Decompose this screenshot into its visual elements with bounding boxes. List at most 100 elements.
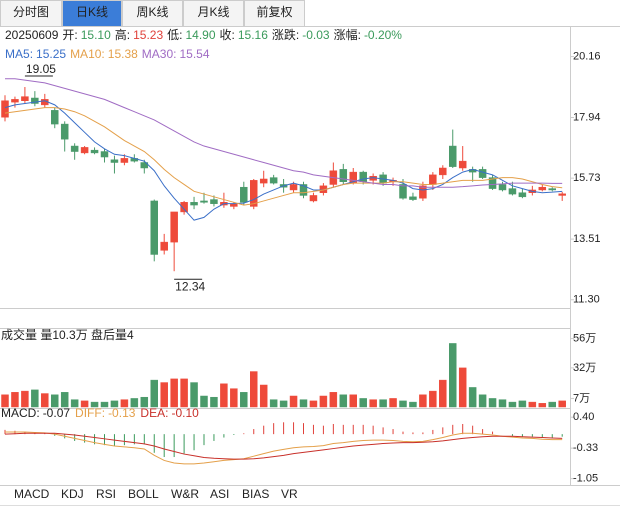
volume-bar [31, 389, 39, 408]
volume-bar [468, 387, 477, 408]
volume-title: 成交量 量10.3万 盘后量4 [1, 327, 134, 342]
volume-bar [51, 394, 59, 408]
legend-sep: : [102, 406, 105, 420]
volume-bar [120, 399, 129, 408]
candle-body [269, 177, 278, 184]
volume-bar [70, 399, 79, 408]
legend-name: MA30 [142, 47, 174, 61]
indicator-tab[interactable]: W&R [171, 487, 199, 501]
volume-bar [41, 393, 49, 408]
indicator-tab[interactable]: KDJ [61, 487, 84, 501]
info-label: 低: [167, 28, 182, 42]
high-annotation: 19.05 [26, 62, 56, 76]
ma-line [4, 107, 563, 206]
tab[interactable] [62, 0, 122, 27]
indicator-tab[interactable]: BOLL [128, 487, 159, 501]
volume-bar [100, 401, 109, 408]
candle-body [558, 193, 566, 196]
volume-bar [250, 371, 258, 408]
volume-bar [548, 401, 556, 408]
macd-legend: MACD: -0.07 DIFF: -0.13 DEA: -0.10 [1, 406, 199, 420]
info-label: 涨幅: [334, 27, 361, 42]
candle-body [150, 200, 158, 255]
volume-bar [349, 394, 357, 408]
info-value: 15.16 [238, 28, 268, 42]
candle-body [110, 159, 119, 163]
volume-bar [140, 396, 149, 408]
candle-body [399, 184, 407, 199]
volume-bar [528, 401, 537, 408]
legend-value: 15.25 [36, 47, 66, 61]
volume-bar [359, 398, 367, 408]
ma-line [5, 78, 563, 188]
volume-bar [309, 400, 318, 408]
indicator-tab[interactable]: ASI [210, 487, 229, 501]
ma-legend: MA5: 15.25 MA10: 15.38 MA30: 15.54 [5, 47, 210, 61]
volume-bar [289, 395, 298, 408]
volume-bar [259, 384, 268, 408]
volume-bar [409, 401, 417, 408]
indicator-tab[interactable]: VR [281, 487, 298, 501]
tab-label[interactable]: 月K线 [197, 5, 229, 19]
legend-name: DIFF [75, 406, 102, 420]
tab[interactable] [0, 0, 62, 27]
volume-bar [170, 378, 178, 408]
tab[interactable] [244, 0, 305, 27]
candle-body [190, 202, 198, 206]
volume-bar [558, 400, 566, 408]
legend-name: MA10 [70, 47, 102, 61]
indicator-tab[interactable]: BIAS [242, 487, 269, 501]
y-tick-label: 13.51 [573, 233, 601, 245]
tab-label[interactable]: 周K线 [136, 5, 168, 19]
tab[interactable] [183, 0, 244, 27]
volume-bar [339, 394, 348, 408]
candle-body [250, 180, 258, 207]
y-tick-label: 7万 [573, 392, 590, 404]
macd-line [4, 432, 563, 460]
candle-body [419, 185, 427, 199]
candle-body [498, 184, 507, 191]
volume-bar [90, 401, 99, 408]
tab[interactable] [122, 0, 183, 27]
y-tick-label: 0.40 [573, 411, 594, 423]
indicator-tab[interactable]: RSI [96, 487, 116, 501]
volume-bar [429, 390, 437, 408]
volume-bar [210, 396, 218, 408]
volume-bar [369, 399, 377, 408]
candle-body [210, 199, 218, 204]
candle-body [51, 110, 59, 125]
volume-bar [419, 394, 427, 408]
candle-body [409, 196, 417, 200]
volume-bar [389, 398, 397, 408]
tab-label[interactable]: 日K线 [76, 5, 108, 19]
volume-bar [240, 392, 248, 408]
volume-bar [498, 399, 507, 408]
candle-body [100, 151, 109, 158]
volume-bar [449, 343, 457, 408]
candle-body [508, 188, 517, 195]
y-tick-label: 17.94 [573, 111, 601, 123]
candle-body [299, 184, 308, 196]
volume-bar [190, 382, 198, 408]
y-tick-label: 56万 [573, 332, 596, 344]
candle-body [259, 178, 268, 184]
candle-body [359, 171, 367, 182]
volume-bar [458, 367, 467, 408]
volume-bar [200, 395, 208, 408]
candle-body [458, 160, 467, 169]
info-value: 14.90 [185, 28, 215, 42]
ma-line [4, 100, 563, 221]
y-tick-label: 15.73 [573, 172, 601, 184]
candle-body [339, 169, 348, 182]
tab-label[interactable]: 前复权 [256, 4, 292, 19]
candle-body [31, 97, 39, 104]
volume-bar [379, 399, 387, 408]
volume-bar [130, 398, 139, 408]
info-label: 高: [115, 27, 130, 42]
volume-bar [180, 378, 188, 408]
candle-body [21, 96, 29, 101]
volume-bar [11, 392, 19, 408]
tab-label[interactable]: 分时图 [13, 5, 49, 19]
indicator-tab[interactable]: MACD [14, 487, 50, 501]
